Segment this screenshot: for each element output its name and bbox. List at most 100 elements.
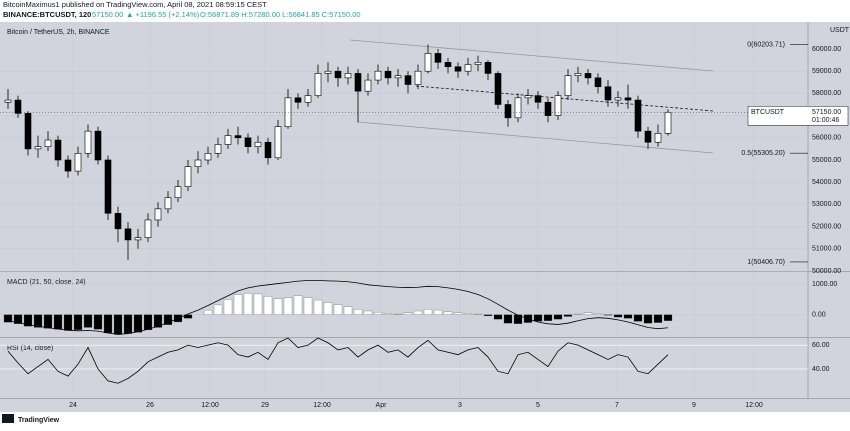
candle-body	[44, 139, 52, 147]
y-tick-label: 60000.00	[812, 46, 841, 53]
y-tick-label: 52000.00	[812, 223, 841, 230]
macd-histogram	[533, 314, 543, 322]
x-tick-label: 9	[692, 402, 696, 409]
candle-body	[314, 73, 322, 96]
macd-histogram	[203, 309, 213, 315]
macd-histogram	[403, 312, 413, 315]
candle-body	[14, 99, 22, 114]
countdown: 01:00:46	[812, 117, 839, 124]
fib-label: 0.5(55305.20)	[741, 150, 785, 157]
candle-body	[434, 53, 442, 63]
candle-body	[134, 237, 142, 241]
macd-histogram	[593, 313, 603, 315]
macd-histogram	[453, 312, 463, 315]
macd-histogram	[13, 314, 23, 324]
footer[interactable]: TradingView	[18, 417, 60, 424]
candle-body	[464, 64, 472, 72]
candle-body	[204, 153, 212, 161]
candle-body	[644, 130, 652, 143]
macd-histogram	[143, 314, 153, 331]
candle-body	[344, 73, 352, 79]
macd-histogram	[373, 312, 383, 315]
candle-body	[354, 73, 362, 92]
trendline	[349, 39, 714, 72]
y-tick-label: 58000.00	[812, 90, 841, 97]
macd-histogram	[663, 314, 673, 321]
logo	[2, 414, 14, 423]
fib-label: 1(50406.70)	[747, 259, 785, 266]
y-tick-label: 1000.00	[812, 281, 837, 288]
macd-histogram	[353, 309, 363, 315]
publisher: BitcoinMaximus1 published on TradingView…	[3, 0, 267, 9]
candle-body	[394, 75, 402, 79]
macd-histogram	[3, 314, 13, 323]
macd-histogram	[183, 314, 193, 319]
macd-histogram	[213, 304, 223, 315]
macd-histogram	[303, 297, 313, 315]
macd-histogram	[653, 314, 663, 323]
candle-body	[624, 97, 632, 101]
y-tick-label: 56000.00	[812, 135, 841, 142]
candle-body	[124, 228, 132, 241]
macd-histogram	[153, 314, 163, 328]
candle-body	[444, 62, 452, 68]
candle-body	[224, 135, 232, 145]
candle-body	[214, 144, 222, 154]
macd-histogram	[163, 314, 173, 325]
macd-histogram	[423, 309, 433, 315]
candle-body	[194, 159, 202, 167]
macd-histogram	[583, 312, 593, 315]
macd-histogram	[243, 293, 253, 315]
x-tick-label: 24	[69, 402, 77, 409]
candle-body	[414, 70, 422, 85]
candle-body	[324, 70, 332, 74]
ohlc: O:56871.89 H:57280.00 L:56841.85 C:57150…	[200, 10, 361, 19]
candle-body	[594, 77, 602, 88]
candle-body	[534, 95, 542, 103]
candle-body	[254, 141, 262, 147]
macd-histogram	[553, 314, 563, 320]
candle-body	[244, 137, 252, 147]
series-name: BTCUSDT	[751, 109, 785, 116]
macd-histogram	[463, 313, 473, 315]
macd-histogram	[473, 313, 483, 315]
x-tick-label: 5	[536, 402, 540, 409]
candle-body	[454, 66, 462, 72]
change: ▲ +1196.55 (+2.14%)	[126, 10, 200, 19]
macd-histogram	[543, 314, 553, 321]
y-tick-label: 54000.00	[812, 179, 841, 186]
y-tick-label: 40.00	[812, 366, 830, 373]
candle-body	[174, 186, 182, 199]
candle-body	[234, 135, 242, 139]
macd-histogram	[103, 314, 113, 334]
macd-histogram	[393, 313, 403, 315]
trendline	[357, 121, 714, 154]
macd-histogram	[513, 314, 523, 324]
candle-body	[424, 53, 432, 72]
macd-histogram	[253, 293, 263, 315]
candle-body	[554, 95, 562, 116]
macd-histogram	[293, 295, 303, 315]
x-tick-label: 12:00	[745, 402, 763, 409]
candle-body	[64, 159, 72, 172]
candle-body	[94, 130, 102, 161]
macd-histogram	[313, 299, 323, 315]
fib-label: 0(60203.71)	[747, 41, 785, 48]
x-tick-label: 26	[146, 402, 154, 409]
macd-histogram	[363, 310, 373, 315]
macd-histogram	[233, 294, 243, 315]
last: 57150.00	[92, 10, 123, 19]
macd-histogram	[273, 298, 283, 315]
x-tick-label: 3	[458, 402, 462, 409]
macd-histogram	[113, 314, 123, 335]
x-tick-label: 12:00	[201, 402, 219, 409]
candle-body	[654, 133, 662, 143]
macd-histogram	[573, 313, 583, 315]
candle-body	[164, 197, 172, 210]
candle-body	[484, 62, 492, 74]
candle-body	[34, 146, 42, 150]
candle-body	[614, 97, 622, 101]
price-tag	[747, 106, 849, 126]
